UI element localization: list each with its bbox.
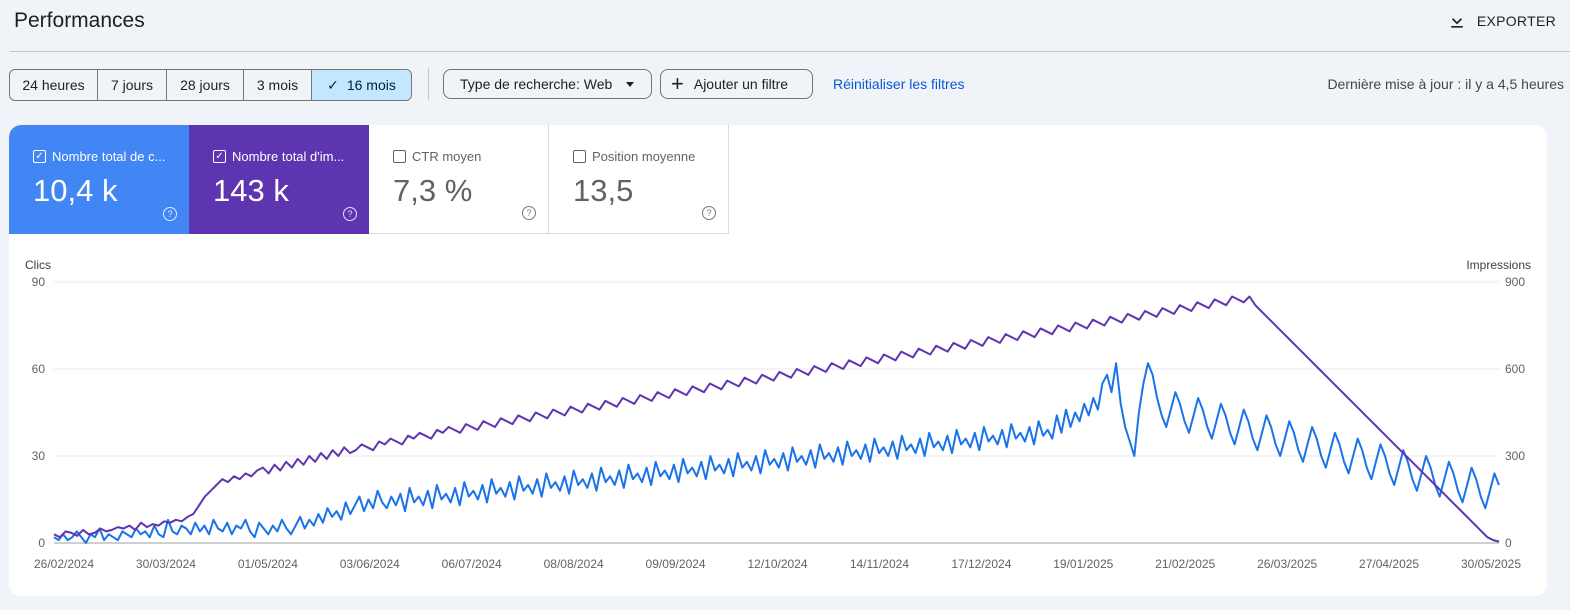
left-axis-label: Clics — [25, 258, 51, 272]
range-3m[interactable]: 3 mois — [244, 70, 312, 100]
date-range-selector: 24 heures 7 jours 28 jours 3 mois ✓ 16 m… — [9, 69, 412, 101]
check-icon: ✓ — [327, 76, 339, 93]
metric-label: Position moyenne — [592, 149, 696, 164]
metric-value: 7,3 % — [393, 173, 473, 208]
right-axis-label: Impressions — [1466, 258, 1531, 272]
metric-value: 13,5 — [573, 173, 634, 208]
x-tick-label: 19/01/2025 — [1053, 557, 1113, 571]
help-icon[interactable]: ? — [163, 207, 177, 221]
left-tick-label: 60 — [32, 362, 46, 376]
metric-label: Nombre total d'im... — [232, 149, 345, 164]
header-divider — [10, 51, 1570, 52]
help-icon[interactable]: ? — [522, 206, 536, 220]
x-tick-label: 30/03/2024 — [136, 557, 196, 571]
search-type-dropdown[interactable]: Type de recherche: Web — [443, 69, 652, 99]
help-icon[interactable]: ? — [343, 207, 357, 221]
range-28d[interactable]: 28 jours — [167, 70, 244, 100]
export-button[interactable]: EXPORTER — [1447, 8, 1556, 34]
left-tick-label: 0 — [38, 536, 45, 550]
download-icon — [1450, 12, 1463, 28]
performance-chart: Clics Impressions 0 0 30 300 60 600 90 900 26/02/2… — [25, 258, 1531, 571]
range-24h[interactable]: 24 heures — [10, 70, 98, 100]
add-filter-button[interactable]: + Ajouter un filtre — [660, 69, 813, 99]
x-tick-label: 14/11/2024 — [850, 557, 909, 571]
range-16m[interactable]: ✓ 16 mois — [312, 70, 411, 100]
x-tick-label: 06/07/2024 — [442, 557, 502, 571]
metric-average-ctr[interactable]: CTR moyen 7,3 % ? — [369, 125, 549, 234]
performance-card: ✓ Nombre total de c... 10,4 k ? ✓ Nombre… — [9, 125, 1547, 596]
search-type-label: Type de recherche: Web — [460, 76, 613, 92]
export-label: EXPORTER — [1476, 13, 1556, 29]
metric-average-position[interactable]: Position moyenne 13,5 ? — [549, 125, 729, 234]
caret-down-icon — [626, 81, 635, 87]
add-filter-label: Ajouter un filtre — [693, 76, 789, 92]
checkbox-unchecked-icon[interactable] — [393, 150, 406, 163]
plus-icon: + — [671, 71, 684, 96]
x-tick-label: 30/05/2025 — [1461, 557, 1521, 571]
last-update-text: Dernière mise à jour : il y a 4,5 heures — [1327, 76, 1564, 92]
metric-label: Nombre total de c... — [52, 149, 166, 164]
x-tick-label: 01/05/2024 — [238, 557, 298, 571]
metric-total-clicks[interactable]: ✓ Nombre total de c... 10,4 k ? — [9, 125, 189, 234]
right-tick-label: 600 — [1505, 362, 1525, 376]
x-tick-label: 26/03/2025 — [1257, 557, 1317, 571]
reset-filters-link[interactable]: Réinitialiser les filtres — [833, 76, 965, 92]
right-tick-label: 0 — [1505, 536, 1512, 550]
metric-total-impressions[interactable]: ✓ Nombre total d'im... 143 k ? — [189, 125, 369, 234]
range-7d[interactable]: 7 jours — [98, 70, 167, 100]
x-tick-label: 27/04/2025 — [1359, 557, 1419, 571]
right-tick-label: 300 — [1505, 449, 1525, 463]
x-tick-label: 03/06/2024 — [340, 557, 400, 571]
checkbox-checked-icon[interactable]: ✓ — [213, 150, 226, 163]
x-tick-label: 12/10/2024 — [747, 557, 807, 571]
right-tick-label: 900 — [1505, 275, 1525, 289]
x-tick-label: 17/12/2024 — [951, 557, 1011, 571]
x-tick-label: 09/09/2024 — [646, 557, 706, 571]
x-tick-label: 08/08/2024 — [544, 557, 604, 571]
metric-value: 10,4 k — [33, 173, 118, 208]
left-tick-label: 30 — [32, 449, 46, 463]
checkbox-checked-icon[interactable]: ✓ — [33, 150, 46, 163]
clicks-series-line — [53, 362, 1500, 544]
filter-separator — [428, 68, 429, 100]
metric-value: 143 k — [213, 173, 289, 208]
page-header: Performances EXPORTER — [0, 0, 1570, 52]
x-tick-label: 26/02/2024 — [34, 557, 94, 571]
help-icon[interactable]: ? — [702, 206, 716, 220]
impressions-series-line — [53, 295, 1500, 543]
metric-label: CTR moyen — [412, 149, 482, 164]
left-tick-label: 90 — [32, 275, 46, 289]
filter-bar: 24 heures 7 jours 28 jours 3 mois ✓ 16 m… — [0, 68, 1570, 102]
page-title: Performances — [14, 9, 145, 32]
checkbox-unchecked-icon[interactable] — [573, 150, 586, 163]
x-tick-label: 21/02/2025 — [1155, 557, 1215, 571]
